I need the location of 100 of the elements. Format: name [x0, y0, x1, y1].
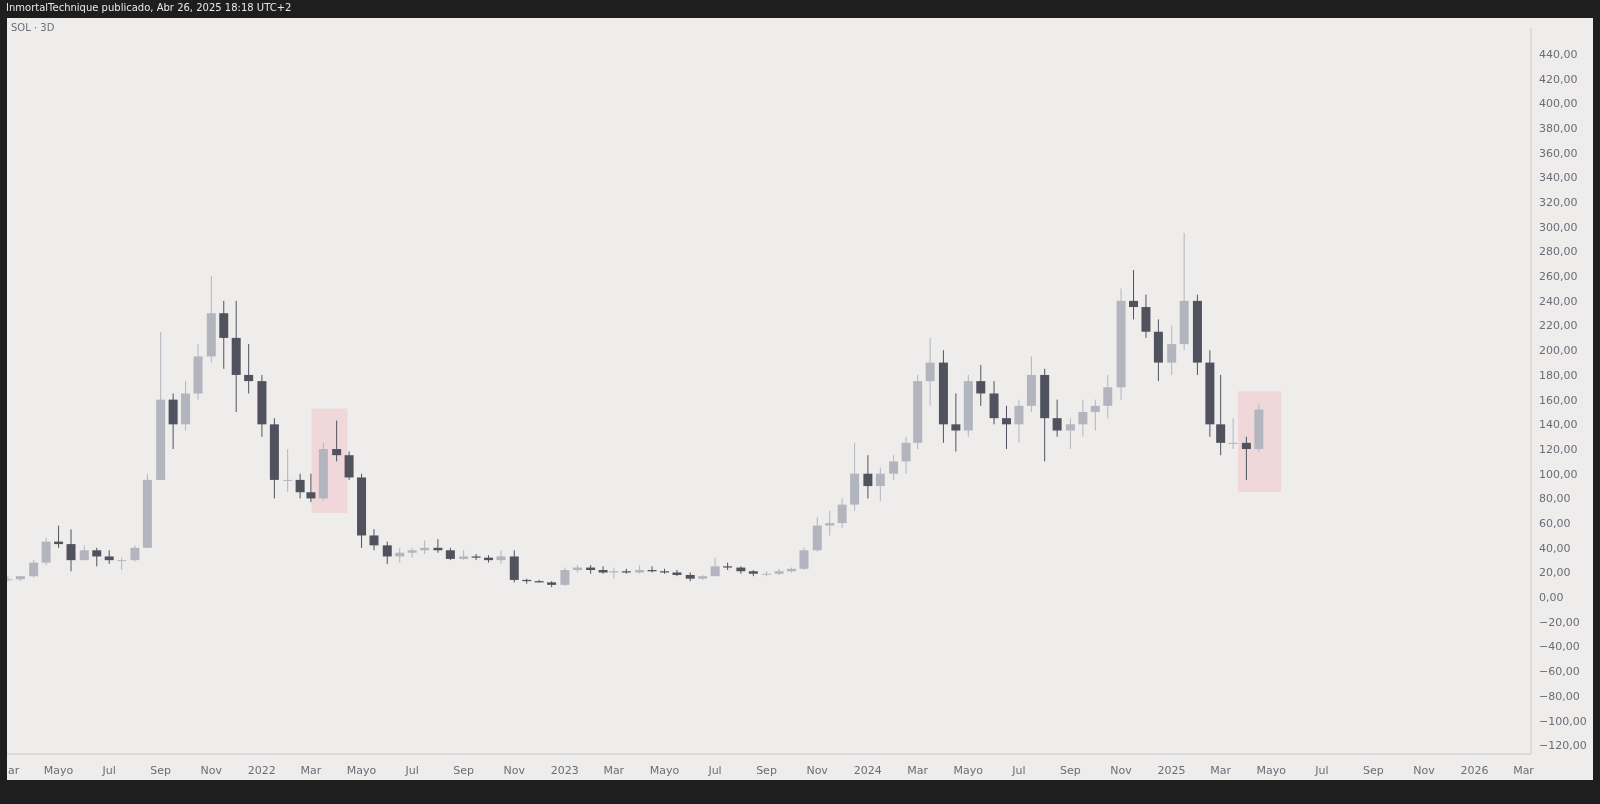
- x-tick-label: Nov: [1110, 764, 1133, 777]
- candlestick: [825, 510, 835, 536]
- x-tick-label: Mayo: [43, 764, 74, 777]
- y-tick-label: 100,00: [1539, 467, 1578, 481]
- x-tick-label: Mayo: [1256, 764, 1287, 777]
- x-tick-label: Sep: [1059, 764, 1081, 777]
- x-tick-label: Jul: [101, 764, 116, 777]
- candlestick: [295, 473, 305, 499]
- candlestick: [1065, 417, 1075, 450]
- candlestick: [306, 473, 316, 503]
- y-tick-label: 400,00: [1539, 97, 1578, 111]
- x-tick-label: Nov: [1413, 764, 1436, 777]
- x-tick-label: Jul: [1314, 764, 1329, 777]
- candlestick: [369, 528, 379, 551]
- y-tick-label: 360,00: [1539, 146, 1578, 160]
- y-tick-label: 0,00: [1539, 591, 1564, 605]
- candlestick: [283, 448, 293, 493]
- candlestick: [598, 565, 608, 575]
- candlestick: [1090, 399, 1100, 432]
- x-tick-label: Mar: [603, 764, 625, 777]
- candlestick: [951, 392, 961, 452]
- candlestick: [1216, 374, 1226, 456]
- y-tick-label: 40,00: [1539, 541, 1571, 555]
- y-tick-label: 200,00: [1539, 344, 1578, 358]
- candlestick: [496, 549, 506, 565]
- y-tick-label: 340,00: [1539, 171, 1578, 185]
- y-tick-label: 60,00: [1539, 517, 1571, 531]
- candlestick: [1014, 399, 1024, 444]
- candlestick: [774, 568, 784, 576]
- candlestick: [1078, 399, 1088, 438]
- x-tick-label: Mar: [1210, 764, 1232, 777]
- candlestick: [1052, 399, 1062, 438]
- y-tick-label: 320,00: [1539, 196, 1578, 209]
- candlestick: [332, 420, 342, 462]
- y-tick-label: 300,00: [1539, 220, 1578, 234]
- x-tick-label: Sep: [150, 764, 171, 777]
- candlestick: [875, 467, 885, 502]
- y-tick-label: −80,00: [1539, 689, 1580, 703]
- x-tick-label: Mayo: [953, 764, 984, 777]
- candlestick: [799, 547, 809, 571]
- candlestick: [1167, 325, 1177, 376]
- candlestick: [471, 553, 481, 561]
- text: InmortalTechnique publicado, Abr 26, 2025 18:18 UTC+2: [6, 2, 292, 13]
- candlestick: [382, 541, 392, 565]
- x-tick-label: Sep: [1362, 764, 1384, 777]
- x-tick-label: Jul: [404, 764, 419, 777]
- chart-title: SOL · 3D: [11, 22, 55, 33]
- candlestick: [560, 567, 570, 587]
- candlestick: [1002, 405, 1011, 450]
- y-tick-label: 120,00: [1539, 442, 1578, 456]
- x-tick-label: Nov: [503, 764, 526, 777]
- y-tick-label: 180,00: [1539, 368, 1578, 382]
- x-tick-label: Sep: [453, 764, 474, 777]
- candlestick: [863, 454, 873, 499]
- y-tick-label: −100,00: [1539, 714, 1587, 728]
- candlestick: [1241, 436, 1251, 481]
- y-tick-label: 160,00: [1539, 393, 1578, 407]
- candlestick: [41, 537, 51, 566]
- x-tick-label: Mar: [300, 764, 322, 777]
- y-tick-label: 140,00: [1539, 418, 1578, 432]
- candlestick: [609, 567, 619, 580]
- candlestick: [1129, 269, 1138, 320]
- candlestick: [1103, 374, 1113, 419]
- candlestick: [244, 343, 254, 394]
- candlestick: [1228, 417, 1238, 450]
- candlestick: [837, 497, 847, 529]
- y-tick-label: 260,00: [1539, 270, 1578, 284]
- x-tick-label: Mayo: [649, 764, 680, 777]
- x-tick-label: 2026: [1460, 764, 1489, 777]
- x-tick-label: Mayo: [346, 764, 377, 777]
- y-tick-label: 440,00: [1539, 47, 1578, 61]
- x-tick-label: 2022: [247, 764, 276, 777]
- x-tick-label: 2023: [550, 764, 579, 777]
- y-tick-label: 280,00: [1539, 245, 1578, 259]
- candlestick: [92, 547, 102, 567]
- x-tick-label: Mar: [1513, 764, 1535, 777]
- y-tick-label: 20,00: [1539, 566, 1571, 580]
- y-tick-label: 420,00: [1539, 72, 1578, 86]
- x-tick-label: Jul: [707, 764, 722, 777]
- x-tick-label: Nov: [806, 764, 829, 777]
- candlestick: [976, 364, 986, 407]
- x-tick-label: ar: [8, 764, 20, 777]
- x-tick-label: 2025: [1157, 764, 1186, 777]
- y-tick-label: 80,00: [1539, 492, 1571, 506]
- candlestick: [509, 549, 519, 583]
- x-tick-label: Mar: [907, 764, 929, 777]
- candlestick: [889, 454, 899, 481]
- candlestick: [117, 557, 127, 571]
- candlestick: [66, 528, 76, 572]
- y-tick-label: −20,00: [1539, 615, 1580, 629]
- x-tick-label: Sep: [756, 764, 777, 777]
- candlestick: [344, 451, 354, 481]
- candlestick: [925, 337, 935, 407]
- x-tick-label: 2024: [853, 764, 882, 777]
- y-tick-label: −60,00: [1539, 665, 1580, 679]
- x-tick-label: Nov: [200, 764, 223, 777]
- y-tick-label: 220,00: [1539, 319, 1578, 333]
- y-tick-label: −120,00: [1539, 739, 1587, 753]
- candlestick: [901, 436, 911, 475]
- y-tick-label: −40,00: [1539, 640, 1580, 654]
